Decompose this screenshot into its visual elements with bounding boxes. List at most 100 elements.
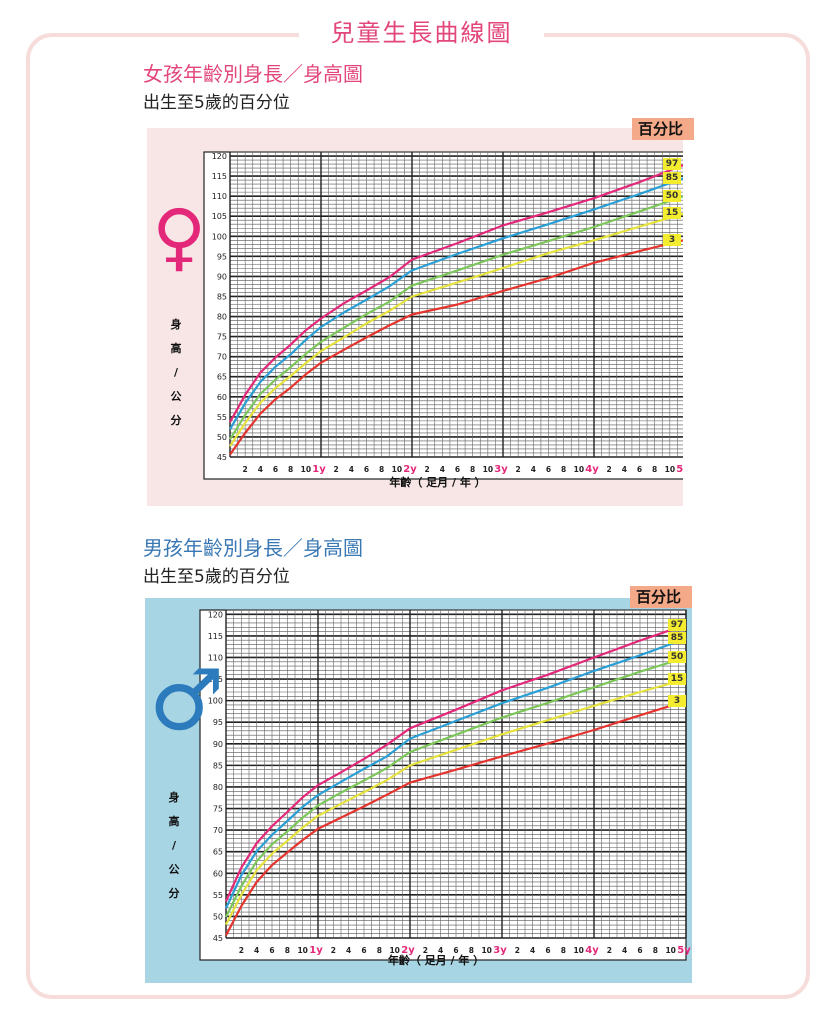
girls-x-tick-label: 4: [622, 465, 627, 474]
girls-x-tick-label: 8: [379, 465, 384, 474]
girls-x-tick-label: 2: [243, 465, 248, 474]
boys-x-tick-label: 10: [665, 946, 675, 955]
girls-series-line-p97: [229, 163, 683, 423]
girls-x-tick-label: 4y: [585, 464, 599, 475]
boys-x-tick-label: 4y: [585, 945, 599, 956]
boys-series-line-p85: [225, 637, 687, 909]
girls-x-tick-label: 2: [516, 465, 521, 474]
boys-y-tick-label: 95: [213, 718, 223, 727]
boys-y-tick-label: 60: [213, 869, 223, 878]
girls-x-tick-label: 2y: [403, 464, 417, 475]
boys-x-tick-label: 1y: [309, 945, 323, 956]
boys-x-tick-label: 4: [254, 946, 259, 955]
girls-series-line-p3: [229, 239, 683, 456]
boys-plot-area: [199, 609, 687, 961]
boys-y-tick-label: 45: [213, 934, 223, 943]
girls-x-tick-label: 8: [652, 465, 657, 474]
girls-y-tick-label: 45: [217, 453, 227, 462]
girls-y-tick-label: 115: [212, 172, 227, 181]
boys-series-line-p3: [225, 700, 687, 936]
girls-y-tick-label: 80: [217, 313, 227, 322]
boys-y-axis-label: 身高 / 公分: [168, 791, 180, 900]
girls-percentile-header: 百分比: [632, 118, 694, 140]
girls-x-tick-label: 5y: [676, 464, 683, 475]
girls-x-tick-label: 4: [440, 465, 445, 474]
girls-plot-area: [203, 151, 683, 480]
boys-x-tick-label: 6: [361, 946, 366, 955]
boys-y-tick-label: 110: [208, 653, 223, 662]
girls-x-tick-label: 8: [470, 465, 475, 474]
girls-x-tick-label: 10: [392, 465, 402, 474]
girls-x-tick-label: 6: [637, 465, 642, 474]
girls-chart-svg: 45 50 55 60 65 70 75 80 85 90 95 100 105 110 115 120 2 4 6…: [147, 128, 683, 506]
boys-x-tick-label: 4: [622, 946, 627, 955]
girls-percentile-label-85: 85: [663, 171, 681, 184]
girls-x-tick-label: 1y: [312, 464, 326, 475]
boys-x-tick-label: 3y: [493, 945, 507, 956]
girls-x-tick-label: 10: [665, 465, 675, 474]
page-title: 兒童生長曲線圖: [299, 14, 544, 54]
boys-y-tick-label: 120: [208, 610, 223, 619]
girls-percentile-label-50: 50: [663, 189, 681, 202]
boys-x-tick-label: 2: [331, 946, 336, 955]
girls-x-tick-label: 6: [455, 465, 460, 474]
boys-x-tick-label: 2y: [401, 945, 415, 956]
boys-percentile-label-15: 15: [668, 673, 686, 686]
girls-x-tick-label: 8: [561, 465, 566, 474]
girls-y-tick-label: 70: [217, 353, 227, 362]
boys-x-tick-label: 10: [481, 946, 491, 955]
boys-y-tick-label: 105: [208, 675, 223, 684]
girls-series-line-p15: [229, 212, 683, 447]
boys-series-line-p50: [225, 656, 687, 918]
girls-x-tick-label: 10: [301, 465, 311, 474]
boys-y-tick-label: 70: [213, 826, 223, 835]
boys-x-tick-label: 6: [545, 946, 550, 955]
girls-chart-subtitle: 出生至5歲的百分位: [143, 93, 290, 113]
boys-percentile-label-3: 3: [668, 695, 686, 708]
girls-y-tick-label: 105: [212, 212, 227, 221]
girls-x-tick-label: 4: [258, 465, 263, 474]
girls-y-axis-label: 身高 / 公分: [170, 318, 182, 427]
male-symbol-icon: ♂: [149, 651, 225, 749]
boys-y-tick-label: 75: [213, 805, 223, 814]
girls-y-tick-label: 95: [217, 252, 227, 261]
boys-y-tick-label: 85: [213, 761, 223, 770]
girls-chart-title: 女孩年齡別身長／身高圖: [143, 62, 363, 86]
boys-chart-svg: 45 50 55 60 65 70 75 80 85 90 95 100 105 110 115 120 2 4 6…: [145, 598, 692, 983]
boys-chart-panel: 45 50 55 60 65 70 75 80 85 90 95 100 105 110 115 120 2 4 6…: [145, 586, 692, 983]
boys-x-tick-label: 6: [453, 946, 458, 955]
girls-y-tick-label: 90: [217, 272, 227, 281]
boys-x-tick-label: 5y: [677, 945, 691, 956]
girls-percentile-label-15: 15: [663, 207, 681, 220]
boys-x-tick-label: 8: [285, 946, 290, 955]
boys-x-axis-label: 年齡（ 足月 / 年 ）: [388, 953, 484, 967]
boys-x-tick-label: 4: [346, 946, 351, 955]
boys-x-tick-label: 2: [607, 946, 612, 955]
boys-x-tick-label: 6: [637, 946, 642, 955]
boys-y-tick-label: 80: [213, 783, 223, 792]
boys-y-tick-label: 90: [213, 740, 223, 749]
girls-x-tick-label: 2: [425, 465, 430, 474]
boys-y-tick-label: 115: [208, 632, 223, 641]
boys-chart-title: 男孩年齡別身長／身高圖: [143, 536, 363, 560]
girls-percentile-label-3: 3: [663, 233, 681, 246]
boys-series-line-p15: [225, 678, 687, 926]
girls-x-tick-label: 3y: [494, 464, 508, 475]
girls-y-tick-label: 60: [217, 393, 227, 402]
boys-series-line-p97: [224, 623, 687, 902]
boys-x-tick-label: 6: [269, 946, 274, 955]
girls-series-line-p85: [229, 177, 683, 430]
girls-x-axis-label: 年齡（ 足月 / 年 ）: [389, 475, 485, 489]
boys-percentile-label-85: 85: [668, 632, 686, 645]
female-symbol-icon: ♀: [152, 194, 207, 280]
girls-x-tick-label: 6: [546, 465, 551, 474]
boys-x-tick-label: 10: [573, 946, 583, 955]
boys-x-tick-label: 8: [653, 946, 658, 955]
boys-chart-subtitle: 出生至5歲的百分位: [143, 567, 290, 587]
girls-y-tick-label: 110: [212, 192, 227, 201]
boys-x-tick-label: 10: [297, 946, 307, 955]
girls-chart-panel: 45 50 55 60 65 70 75 80 85 90 95 100 105 110 115 120 2 4 6…: [147, 118, 694, 506]
boys-y-tick-label: 65: [213, 848, 223, 857]
boys-x-tick-label: 2: [239, 946, 244, 955]
boys-x-tick-label: 2: [515, 946, 520, 955]
